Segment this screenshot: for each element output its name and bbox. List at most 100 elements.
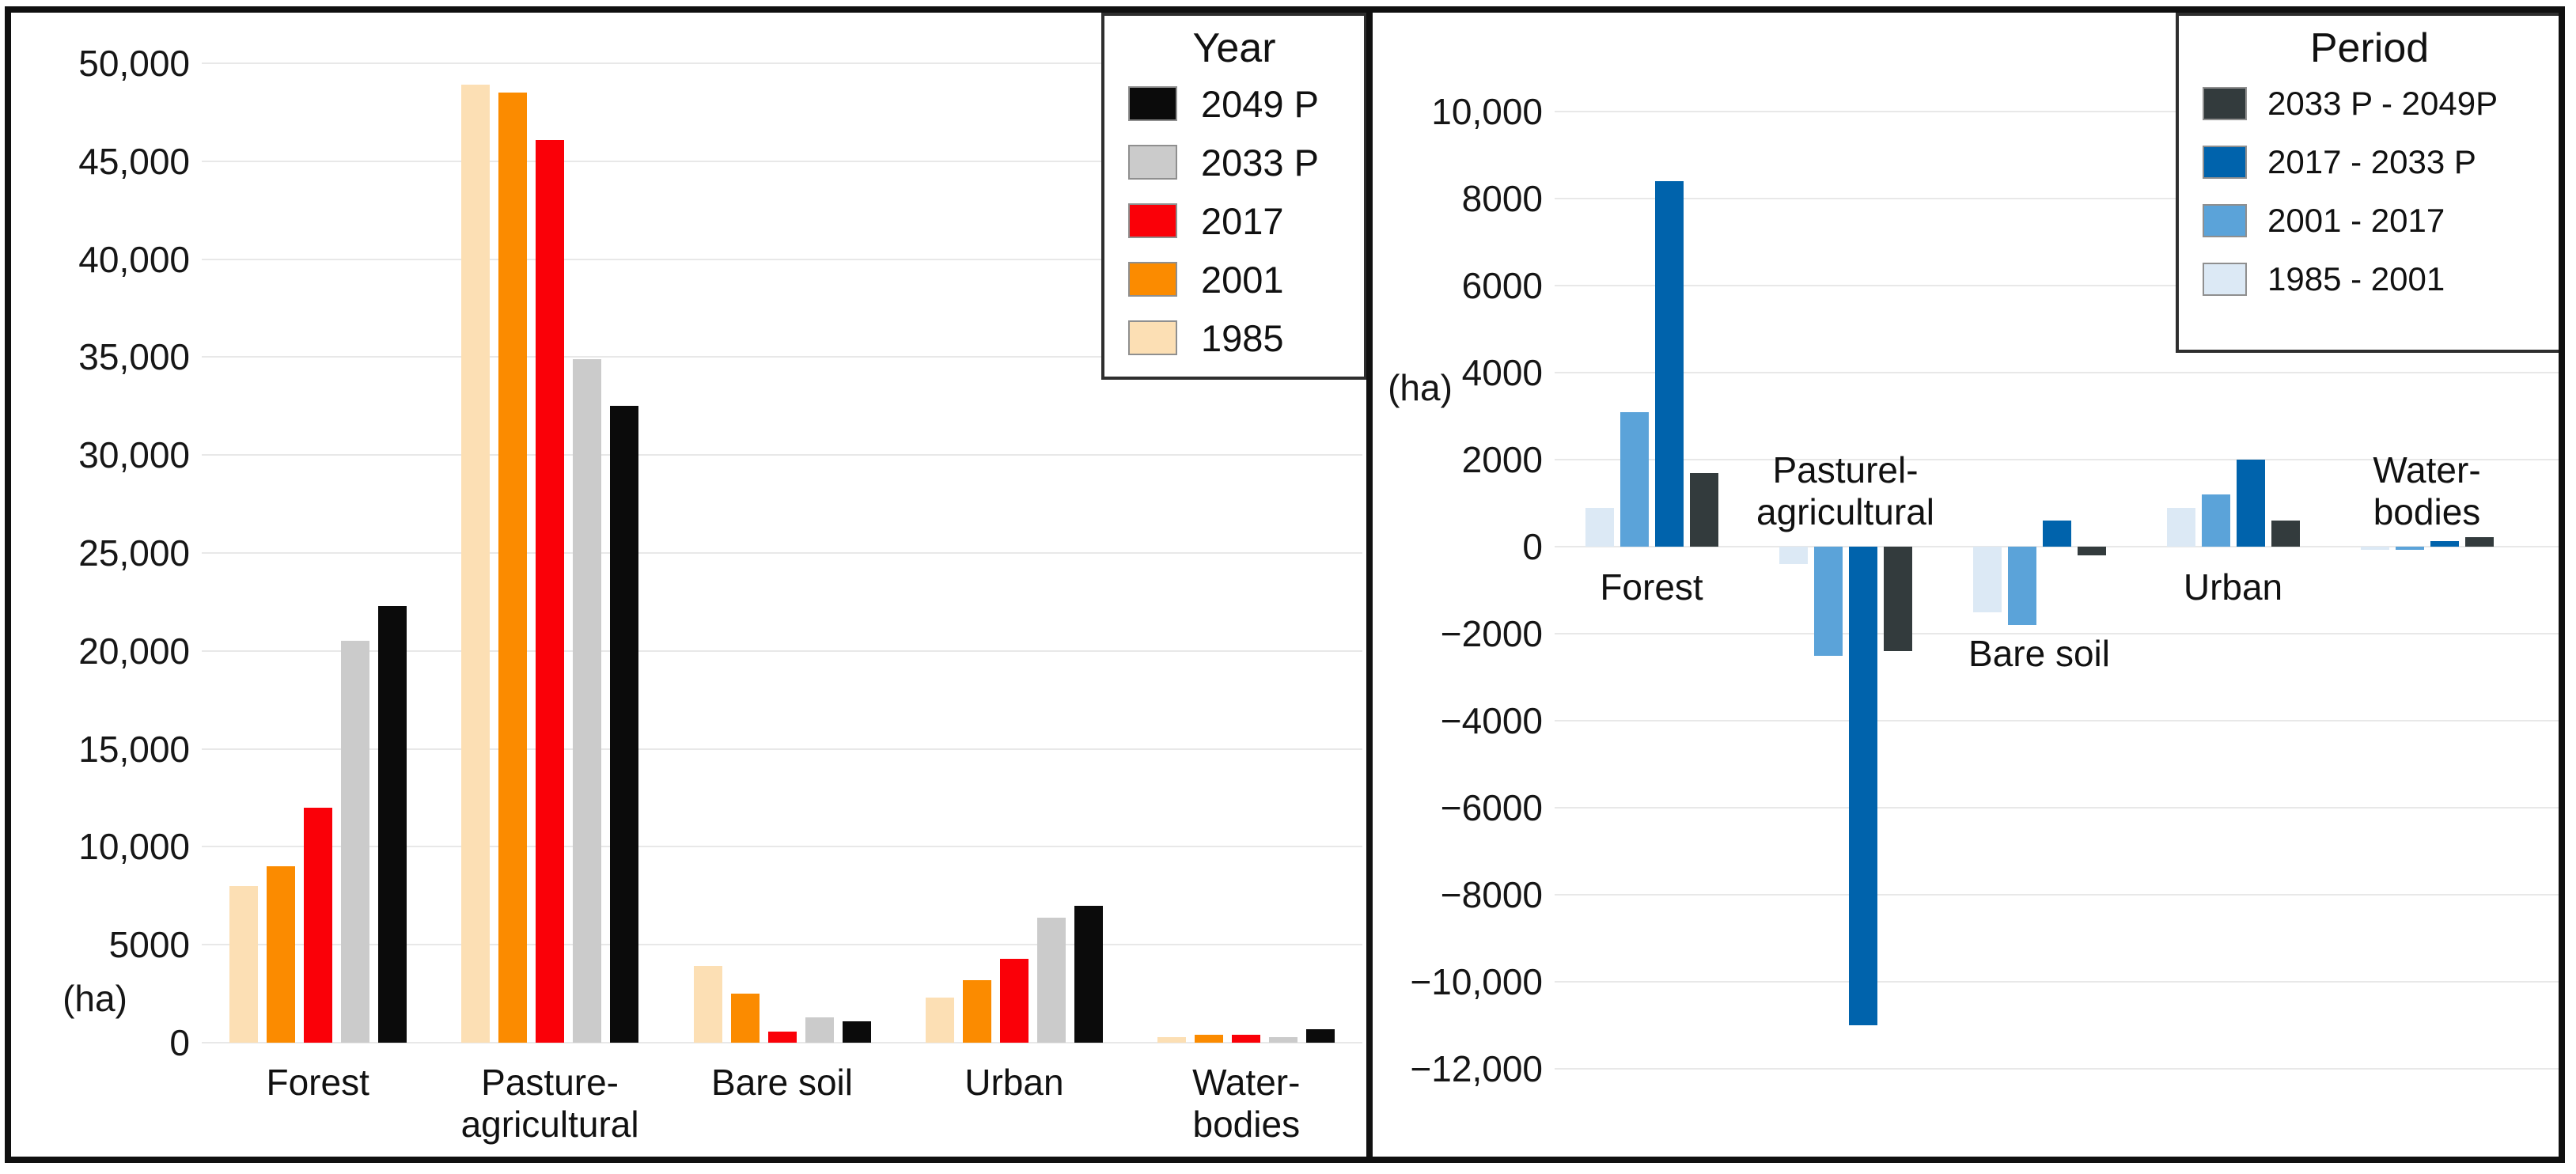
gridline-10000 bbox=[202, 846, 1362, 848]
gridline--12000 bbox=[1555, 1068, 2560, 1070]
bar-2017-urban bbox=[999, 958, 1029, 1043]
gridline-10000 bbox=[1555, 111, 2560, 112]
legend-swatch-1985 bbox=[1128, 320, 1177, 355]
bar-1985-2001-water-bodies bbox=[2360, 547, 2389, 550]
bar-2017-2033-p-pasturel-agricultural bbox=[1848, 547, 1877, 1025]
category-label-water-bodies: Water- bodies bbox=[1192, 1062, 1301, 1145]
gridline--4000 bbox=[1555, 720, 2560, 721]
bar-2033-p-bare-soil bbox=[805, 1017, 834, 1043]
period-legend-title: Period bbox=[2309, 25, 2430, 71]
legend-item-label: 2033 P - 2049P bbox=[2267, 85, 2498, 122]
bar-2033-p-pasture-agricultural bbox=[573, 358, 602, 1043]
gridline-50000 bbox=[202, 62, 1362, 64]
category-label-water-bodies: Water- bodies bbox=[2373, 449, 2481, 532]
bar-2033-p-water-bodies bbox=[1269, 1036, 1298, 1043]
y-tick-label: 35,000 bbox=[78, 336, 190, 378]
y-tick-label: −2000 bbox=[1440, 613, 1543, 654]
gridline-30000 bbox=[202, 454, 1362, 456]
bar-1985-pasture-agricultural bbox=[461, 85, 491, 1043]
y-tick-label: 5000 bbox=[108, 924, 190, 966]
y-tick-label: 15,000 bbox=[78, 728, 190, 770]
bar-2017-pasture-agricultural bbox=[536, 139, 565, 1043]
bar-2001-2017-urban bbox=[2201, 494, 2230, 547]
y-tick-label: −8000 bbox=[1440, 874, 1543, 915]
gridline--6000 bbox=[1555, 807, 2560, 809]
y-tick-label: 45,000 bbox=[78, 140, 190, 182]
gridline-6000 bbox=[1555, 285, 2560, 286]
bar-2001-2017-water-bodies bbox=[2395, 547, 2424, 550]
legend-row-2033-p-2049p: 2033 P - 2049P bbox=[2179, 74, 2560, 133]
gridline--2000 bbox=[1555, 633, 2560, 634]
bar-2017-forest bbox=[303, 807, 332, 1043]
category-label-forest: Forest bbox=[266, 1062, 369, 1103]
bar-2001-forest bbox=[266, 866, 295, 1043]
category-label-bare-soil: Bare soil bbox=[1968, 633, 2110, 674]
bar-1985-2001-bare-soil bbox=[1972, 547, 2002, 612]
legend-row-2033-p: 2033 P bbox=[1104, 133, 1364, 191]
panel-divider bbox=[1366, 6, 1373, 1163]
bar-2049-p-forest bbox=[377, 605, 407, 1043]
y-tick-label: 10,000 bbox=[78, 826, 190, 868]
bar-1985-bare-soil bbox=[693, 966, 722, 1043]
gridline-5000 bbox=[202, 944, 1362, 946]
bar-2017-2033-p-bare-soil bbox=[2042, 521, 2071, 547]
category-label-forest: Forest bbox=[1600, 566, 1703, 608]
y-tick-label: 8000 bbox=[1461, 178, 1543, 219]
legend-item-label: 2049 P bbox=[1201, 82, 1319, 125]
bar-2001-urban bbox=[962, 979, 991, 1043]
legend-item-label: 2001 bbox=[1201, 258, 1284, 301]
category-label-bare-soil: Bare soil bbox=[711, 1062, 853, 1103]
bar-2001-2017-bare-soil bbox=[2007, 547, 2036, 625]
gridline-0 bbox=[1555, 546, 2560, 547]
y-tick-label: 30,000 bbox=[78, 434, 190, 476]
y-tick-label: −4000 bbox=[1440, 700, 1543, 741]
legend-row-2017: 2017 bbox=[1104, 191, 1364, 250]
legend-item-label: 1985 - 2001 bbox=[2267, 260, 2445, 297]
bar-2033-p-2049p-urban bbox=[2271, 521, 2300, 547]
bar-2001-pasture-agricultural bbox=[498, 93, 528, 1043]
gridline-15000 bbox=[202, 748, 1362, 750]
y-tick-label: 2000 bbox=[1461, 439, 1543, 480]
bar-1985-2001-forest bbox=[1585, 507, 1614, 547]
gridline-35000 bbox=[202, 356, 1362, 358]
bar-2049-p-pasture-agricultural bbox=[610, 406, 639, 1043]
y-tick-label: −6000 bbox=[1440, 787, 1543, 828]
legend-swatch-2049-p bbox=[1128, 86, 1177, 121]
gridline-25000 bbox=[202, 552, 1362, 554]
bar-2017-2033-p-urban bbox=[2236, 460, 2265, 547]
y-tick-label: 0 bbox=[169, 1022, 190, 1063]
bar-2017-2033-p-forest bbox=[1654, 181, 1684, 547]
bar-2001-2017-forest bbox=[1619, 411, 1649, 547]
legend-row-2049-p: 2049 P bbox=[1104, 74, 1364, 133]
bar-2001-2017-pasturel-agricultural bbox=[1813, 547, 1843, 656]
y-tick-label: 20,000 bbox=[78, 630, 190, 672]
legend-item-label: 2017 - 2033 P bbox=[2267, 143, 2476, 180]
gridline-2000 bbox=[1555, 459, 2560, 460]
bar-2017-water-bodies bbox=[1232, 1035, 1261, 1043]
y-tick-label: 6000 bbox=[1461, 265, 1543, 306]
legend-item-label: 1985 bbox=[1201, 316, 1284, 359]
y-axis-unit-left: (ha) bbox=[63, 978, 127, 1019]
y-tick-label: 25,000 bbox=[78, 532, 190, 574]
category-label-pasture-agricultural: Pasture- agricultural bbox=[460, 1062, 639, 1145]
gridline--8000 bbox=[1555, 894, 2560, 896]
legend-row-2001-2017: 2001 - 2017 bbox=[2179, 191, 2560, 250]
period-legend: Period 2033 P - 2049P 2017 - 2033 P 2001 -… bbox=[2176, 13, 2563, 353]
year-legend-title: Year bbox=[1192, 25, 1276, 71]
bar-2049-p-urban bbox=[1074, 905, 1103, 1043]
gridline--10000 bbox=[1555, 981, 2560, 983]
bar-1985-2001-urban bbox=[2166, 507, 2195, 547]
bar-2033-p-2049p-forest bbox=[1689, 472, 1718, 547]
y-tick-label: 40,000 bbox=[78, 238, 190, 280]
gridline-20000 bbox=[202, 649, 1362, 652]
year-legend-items: 2049 P 2033 P 2017 2001 1985 bbox=[1104, 74, 1364, 367]
category-label-pasturel-agricultural: Pasturel- agricultural bbox=[1756, 449, 1934, 532]
bar-2017-bare-soil bbox=[767, 1032, 797, 1043]
period-legend-items: 2033 P - 2049P 2017 - 2033 P 2001 - 2017 19… bbox=[2179, 74, 2560, 309]
gridline-40000 bbox=[202, 258, 1362, 260]
gridline-45000 bbox=[202, 160, 1362, 162]
legend-swatch-2033-p bbox=[1128, 145, 1177, 180]
